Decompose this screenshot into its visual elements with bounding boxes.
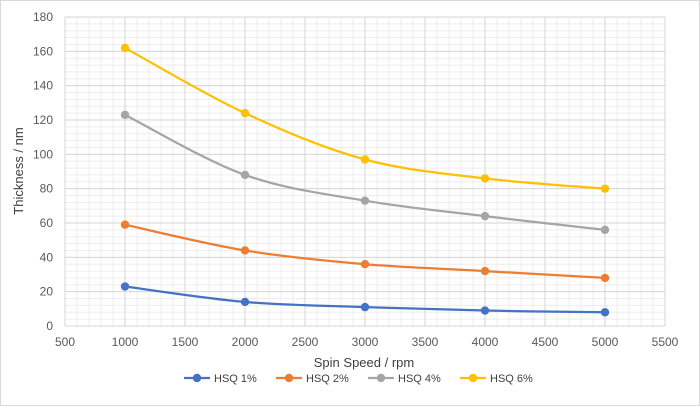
major-gridlines: [64, 16, 666, 327]
legend-marker-1: [192, 373, 202, 383]
data-point: [360, 302, 370, 312]
legend-label-4: HSQ 6%: [490, 373, 533, 385]
x-axis-title: Spin Speed / rpm: [314, 355, 414, 370]
x-tick-label: 4500: [532, 335, 559, 349]
data-point: [480, 174, 490, 183]
data-point: [360, 155, 370, 164]
data-point: [360, 196, 370, 205]
y-tick-label: 20: [40, 285, 54, 299]
data-point: [120, 43, 130, 53]
data-point: [120, 110, 130, 120]
x-axis-ticks: 500 1000 1500 2000 2500 3000 3500 4000 4500 5000 5…: [55, 335, 679, 349]
legend-label-3: HSQ 4%: [398, 373, 441, 385]
x-tick-label: 500: [55, 335, 75, 349]
data-point: [240, 246, 250, 255]
data-point: [600, 225, 610, 235]
x-tick-label: 5000: [592, 335, 619, 349]
y-tick-label: 160: [33, 44, 53, 58]
data-point: [480, 266, 490, 276]
x-tick-label: 3500: [412, 335, 439, 349]
data-point: [480, 306, 490, 315]
y-axis-ticks: 0 20 40 60 80 100 120 140 160 180: [33, 10, 53, 333]
data-point: [480, 211, 490, 221]
y-tick-label: 60: [40, 216, 54, 230]
y-axis-title: Thickness / nm: [11, 127, 26, 214]
x-tick-label: 2000: [232, 335, 259, 349]
data-point: [600, 184, 610, 193]
data-point: [360, 260, 370, 269]
data-point: [240, 108, 250, 118]
data-point: [600, 308, 610, 317]
x-tick-label: 1000: [112, 335, 139, 349]
y-tick-label: 180: [33, 10, 53, 24]
x-tick-label: 1500: [172, 335, 199, 349]
data-point: [120, 220, 130, 229]
data-point: [120, 282, 130, 291]
legend-marker-2: [284, 373, 294, 383]
legend-label-2: HSQ 2%: [306, 373, 349, 385]
legend-marker-3: [376, 373, 386, 383]
y-tick-label: 80: [40, 182, 54, 196]
legend-marker-4: [468, 373, 478, 383]
y-tick-label: 120: [33, 113, 53, 127]
legend: HSQ 1% HSQ 2% HSQ 4% HSQ 6%: [184, 373, 533, 385]
data-point: [240, 170, 250, 180]
y-tick-label: 100: [33, 147, 53, 161]
x-tick-label: 4000: [472, 335, 499, 349]
data-point: [600, 273, 610, 283]
x-tick-label: 5500: [652, 335, 679, 349]
series-points: [120, 43, 610, 317]
y-tick-label: 140: [33, 79, 53, 93]
y-tick-label: 40: [40, 250, 54, 264]
x-tick-label: 3000: [352, 335, 379, 349]
data-point: [240, 297, 250, 307]
y-tick-label: 0: [46, 319, 53, 333]
legend-label-1: HSQ 1%: [214, 373, 257, 385]
x-tick-label: 2500: [292, 335, 319, 349]
